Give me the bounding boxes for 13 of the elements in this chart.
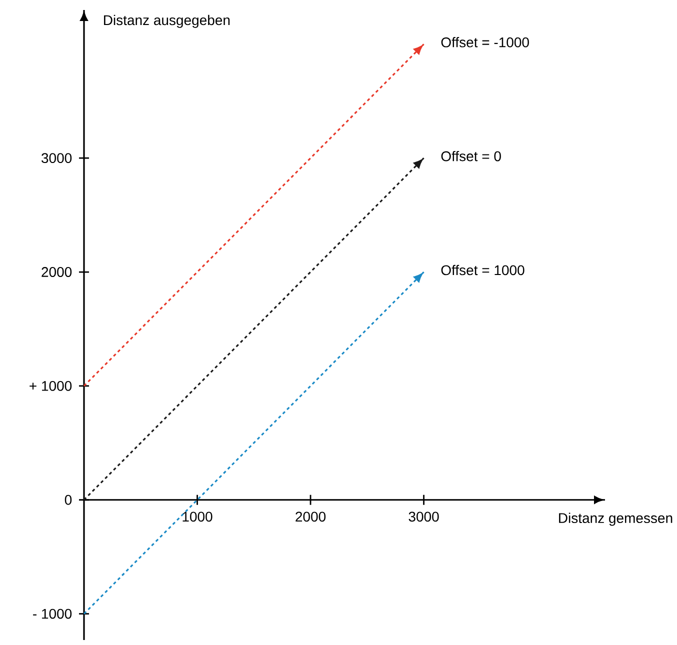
x-tick-label: 2000: [296, 512, 326, 522]
legend-label: Offset = 1000: [441, 264, 524, 276]
y-axis-title: Distanz ausgegeben: [104, 14, 230, 28]
y-tick-label: 2000: [42, 267, 72, 277]
x-tick-label: 1000: [182, 512, 212, 522]
y-tick-label: - 1000: [33, 608, 72, 619]
y-tick-label: + 1000: [30, 380, 72, 391]
legend-label: Offset = -1000: [441, 37, 529, 48]
x-tick-label: 3000: [408, 512, 439, 522]
y-tick-label: 3000: [42, 153, 72, 164]
x-axis-title: Distanz gemessen: [559, 512, 672, 526]
legend-label: Offset = 0: [441, 150, 501, 162]
y-tick-label: 0: [64, 494, 72, 505]
